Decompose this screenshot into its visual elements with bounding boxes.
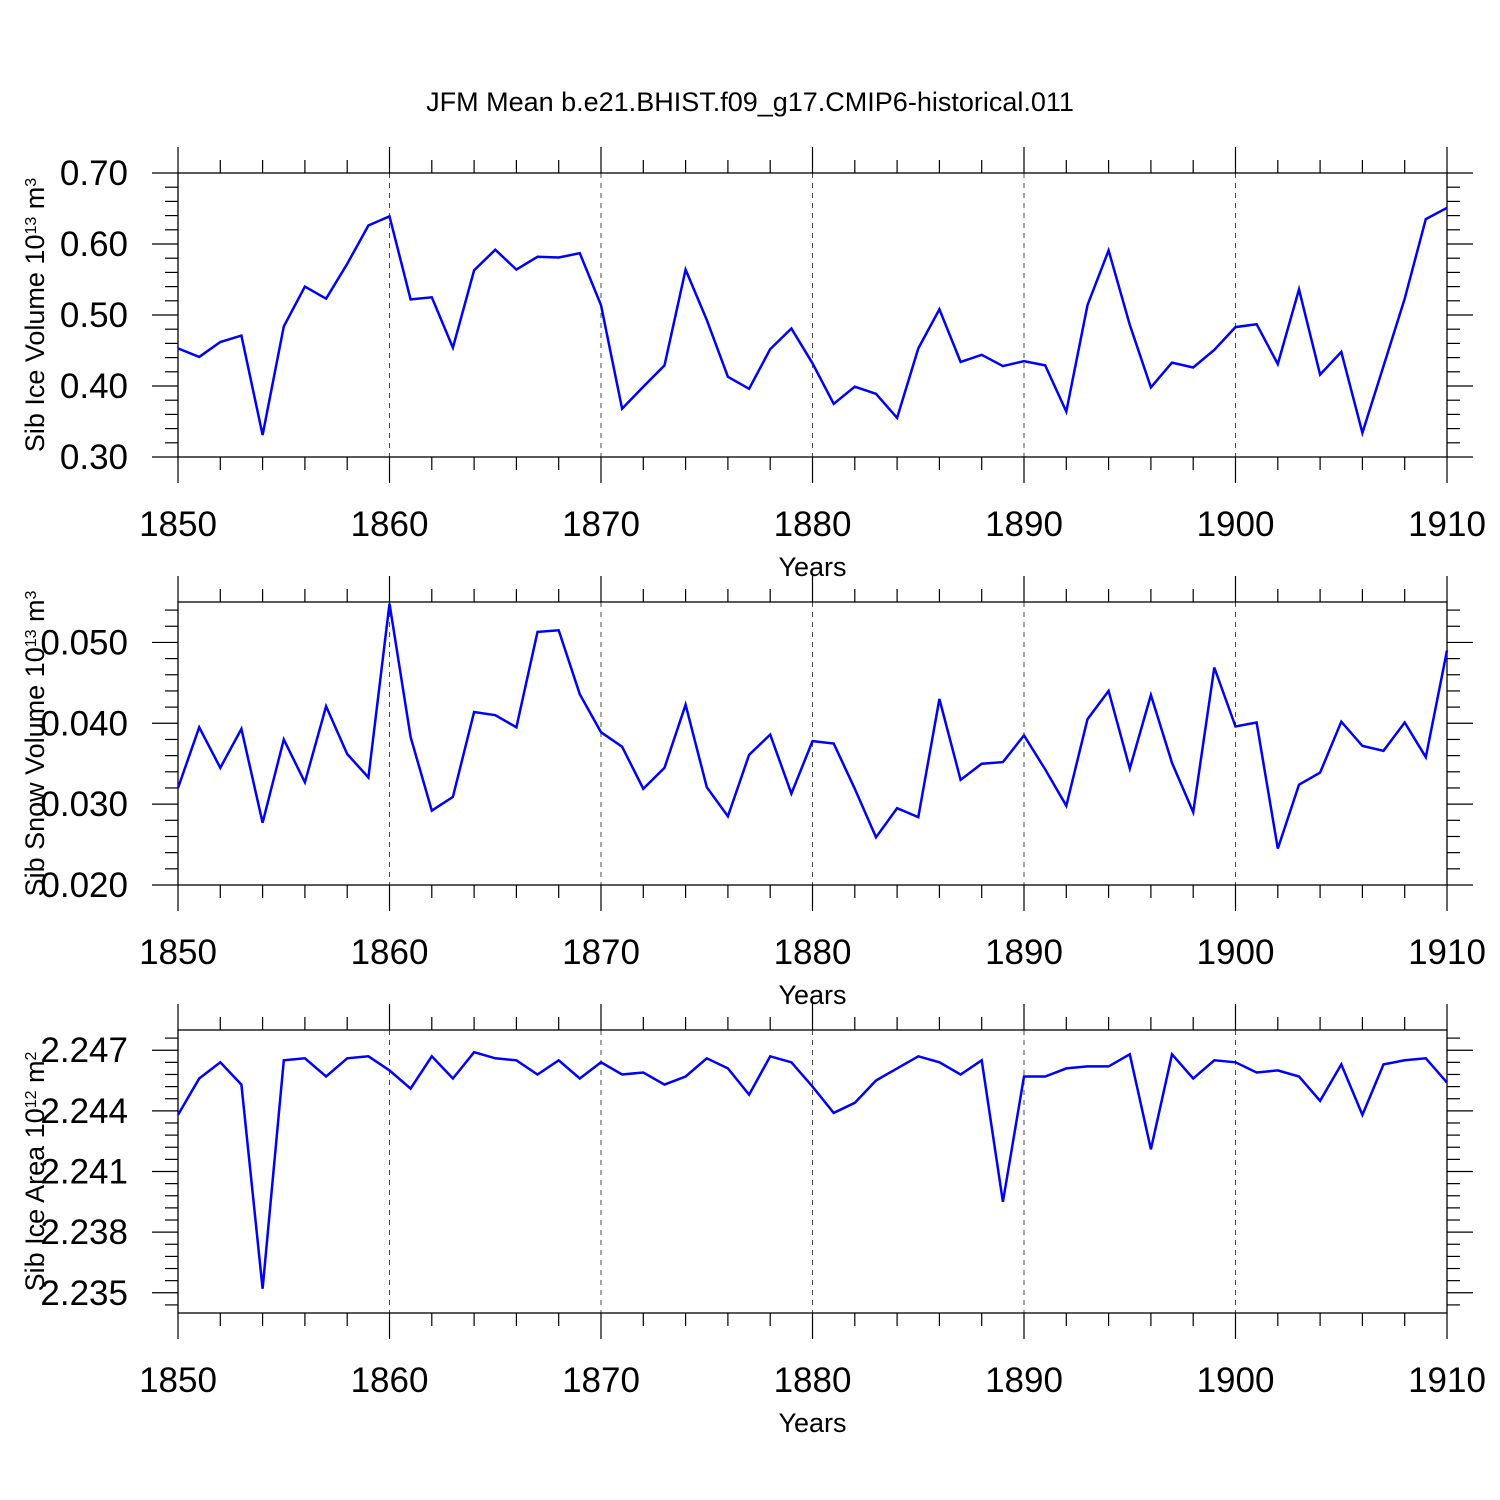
series-line-ice-area bbox=[176, 1050, 1448, 1289]
x-axis-title: Years bbox=[778, 1408, 846, 1438]
y-tick-label: 0.60 bbox=[60, 225, 128, 264]
y-tick-label: 0.40 bbox=[60, 367, 128, 406]
y-tick-label: 0.50 bbox=[60, 296, 128, 335]
x-tick-label: 1880 bbox=[774, 1361, 852, 1400]
panel-snow-volume: 1850 1860 1870 1880 1890 1900 1910 0.020 0.030 0.… bbox=[20, 576, 1486, 1010]
y-tick-label: 2.244 bbox=[40, 1092, 128, 1131]
y-tick-label: 0.040 bbox=[40, 704, 128, 743]
series-line-snow-volume bbox=[176, 603, 1449, 849]
x-tick-label: 1860 bbox=[351, 933, 429, 972]
x-tick-label: 1900 bbox=[1197, 933, 1275, 972]
x-tick-label: 1860 bbox=[351, 1361, 429, 1400]
y-axis-title: Sib Snow Volume 1013 m3 bbox=[20, 590, 50, 896]
x-tick-label: 1850 bbox=[139, 1361, 217, 1400]
x-tick-label: 1880 bbox=[774, 505, 852, 544]
x-tick-label: 1870 bbox=[562, 1361, 640, 1400]
x-tick-label: 1870 bbox=[562, 505, 640, 544]
series-line-ice-volume bbox=[177, 206, 1448, 438]
y-tick-label: 0.050 bbox=[40, 623, 128, 662]
y-tick-label: 2.238 bbox=[40, 1213, 128, 1252]
x-tick-label: 1890 bbox=[985, 1361, 1063, 1400]
y-tick-label: 2.235 bbox=[40, 1274, 128, 1313]
x-tick-label: 1910 bbox=[1408, 505, 1486, 544]
panel-ice-volume: 1850 1860 1870 1880 1890 1900 1910 0.30 0.40 0.50… bbox=[20, 147, 1486, 582]
y-axis-title: Sib Ice Area 1012 m2 bbox=[20, 1051, 50, 1291]
y-tick-label: 2.247 bbox=[40, 1031, 128, 1070]
y-axis-title: Sib Ice Volume 1013 m3 bbox=[20, 178, 50, 452]
x-tick-label: 1900 bbox=[1197, 505, 1275, 544]
x-tick-label: 1910 bbox=[1408, 933, 1486, 972]
x-tick-label: 1880 bbox=[774, 933, 852, 972]
y-tick-label: 0.020 bbox=[40, 866, 128, 905]
x-tick-label: 1890 bbox=[985, 933, 1063, 972]
y-tick-label: 0.30 bbox=[60, 438, 128, 477]
x-tick-label: 1870 bbox=[562, 933, 640, 972]
x-tick-label: 1850 bbox=[139, 933, 217, 972]
y-tick-label: 0.030 bbox=[40, 785, 128, 824]
x-tick-label: 1910 bbox=[1408, 1361, 1486, 1400]
y-tick-label: 0.70 bbox=[60, 154, 128, 193]
x-tick-label: 1890 bbox=[985, 505, 1063, 544]
panel-ice-area: 1850 1860 1870 1880 1890 1900 1910 2.235 2.238 2.… bbox=[20, 1004, 1486, 1438]
y-tick-label: 2.241 bbox=[40, 1153, 128, 1192]
x-tick-label: 1850 bbox=[139, 505, 217, 544]
chart-title: JFM Mean b.e21.BHIST.f09_g17.CMIP6-histo… bbox=[426, 87, 1074, 117]
x-tick-label: 1860 bbox=[351, 505, 429, 544]
x-tick-label: 1900 bbox=[1197, 1361, 1275, 1400]
